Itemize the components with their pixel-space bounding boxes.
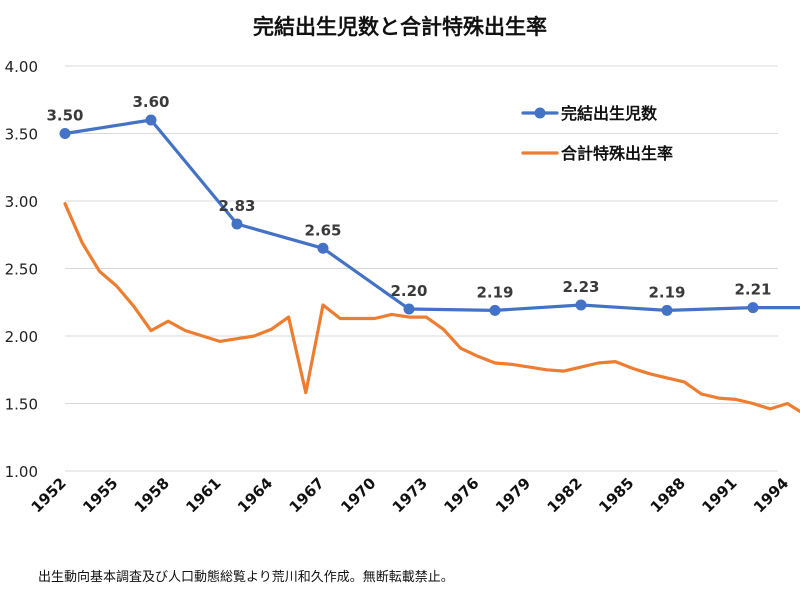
chart-title: 完結出生児数と合計特殊出生率 <box>253 15 547 39</box>
legend-marker-0 <box>534 107 546 119</box>
x-tick-label: 1991 <box>698 474 740 516</box>
data-label: 2.19 <box>476 283 513 301</box>
legend-label-0: 完結出生児数 <box>561 104 658 123</box>
x-tick-label: 1955 <box>79 474 121 516</box>
data-label: 2.23 <box>562 278 599 296</box>
y-tick-label: 1.00 <box>5 463 38 481</box>
x-tick-label: 1976 <box>440 474 482 516</box>
gridlines <box>65 65 778 472</box>
data-label: 2.65 <box>304 221 341 239</box>
data-point-marker <box>145 114 157 126</box>
data-point-marker <box>747 302 759 314</box>
source-note: 出生動向基本調査及び人口動態総覧より荒川和久作成。無断転載禁止。 <box>38 570 454 585</box>
data-point-marker <box>661 304 673 316</box>
data-label: 2.21 <box>734 281 771 299</box>
x-tick-label: 1973 <box>389 474 431 516</box>
data-point-marker <box>317 242 329 254</box>
y-tick-label: 4.00 <box>5 58 38 76</box>
data-label: 2.20 <box>390 282 427 300</box>
data-point-marker <box>59 128 71 139</box>
x-tick-label: 1970 <box>337 474 379 516</box>
data-label: 2.83 <box>218 197 255 215</box>
y-axis: 1.00 1.50 2.00 2.50 3.00 3.50 4.00 <box>5 58 38 481</box>
data-labels: 3.503.602.832.652.202.192.232.192.212.21… <box>46 93 771 301</box>
legend-label-1: 合計特殊出生率 <box>561 144 673 163</box>
x-tick-label: 1967 <box>286 474 328 516</box>
y-tick-label: 3.50 <box>5 126 38 144</box>
data-label: 3.60 <box>132 93 169 111</box>
x-axis: 1952 1955 1958 1961 1964 1967 1970 1973 1976 1979… <box>28 474 793 516</box>
series-layer <box>59 114 800 414</box>
y-tick-label: 3.00 <box>5 193 38 211</box>
x-tick-label: 1994 <box>750 474 792 516</box>
x-tick-label: 1982 <box>544 474 586 516</box>
x-tick-label: 1958 <box>131 474 173 516</box>
y-tick-label: 2.50 <box>5 261 38 279</box>
x-tick-label: 1988 <box>647 474 689 516</box>
x-tick-label: 1961 <box>182 474 224 516</box>
y-tick-label: 2.00 <box>5 328 38 346</box>
data-label: 2.19 <box>648 283 685 301</box>
series-line-0 <box>63 118 800 312</box>
data-point-marker <box>403 303 415 315</box>
y-tick-label: 1.50 <box>5 396 38 414</box>
series-line-1 <box>63 202 800 414</box>
data-label: 3.50 <box>46 107 83 125</box>
x-tick-label: 1985 <box>595 474 637 516</box>
data-point-marker <box>231 218 243 230</box>
x-tick-label: 1979 <box>492 474 534 516</box>
data-point-marker <box>575 299 587 311</box>
data-point-marker <box>489 304 501 316</box>
x-tick-label: 1964 <box>234 474 276 516</box>
